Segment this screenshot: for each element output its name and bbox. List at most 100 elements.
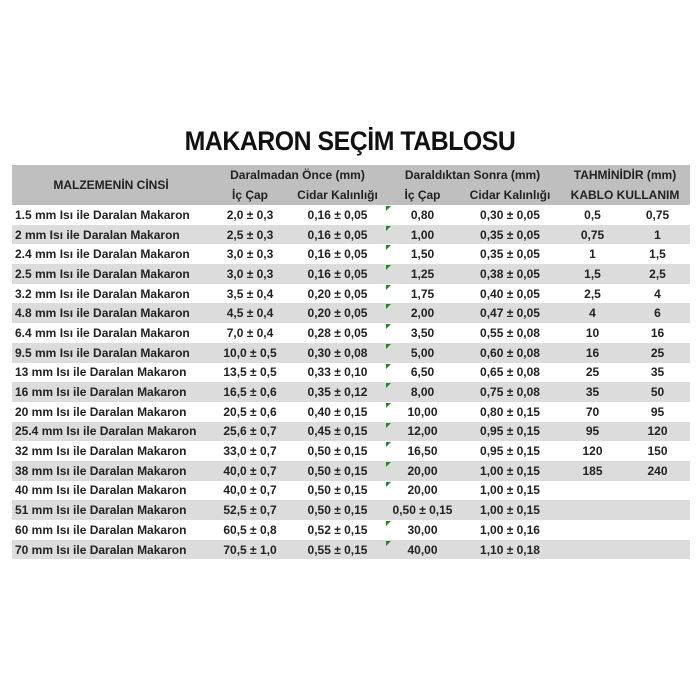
cell-text: 0,95 ± 0,15 [480,424,540,439]
comment-indicator-icon [386,422,391,428]
cell-text: 4 [589,306,596,321]
comment-indicator-icon [386,383,391,389]
material-name: 2.5 mm Isı ile Daralan Makaron [12,264,210,284]
inner-diameter-after: 6,50 [385,363,460,383]
cell-text: 0,20 ± 0,05 [307,286,368,301]
cell-text: 0,60 ± 0,08 [480,345,540,360]
cell-text: 0,75 ± 0,08 [480,385,540,400]
inner-diameter-before: 3,5 ± 0,4 [210,284,290,304]
comment-indicator-icon [386,521,391,526]
cable-max: 16 [625,323,690,343]
inner-diameter-after: 1,00 [385,224,460,245]
material-name: 6.4 mm Isı ile Daralan Makaron [12,323,210,343]
cell-text: 20,5 ± 0,6 [223,404,277,419]
material-name: 3.2 mm Isı ile Daralan Makaron [12,284,210,304]
wall-after: 0,35 ± 0,05 [460,224,560,245]
cell-text: 1,25 [410,266,435,281]
cell-text: 33,0 ± 0,7 [223,444,277,459]
cell-text: 3,50 [410,325,435,340]
inner-diameter-before: 2,5 ± 0,3 [210,224,290,245]
inner-diameter-after: 1,75 [385,284,460,304]
cable-min: 4 [560,303,625,324]
cell-text: 38 mm Isı ile Daralan Makaron [15,463,187,478]
cell-text: 0,33 ± 0,10 [307,365,368,380]
cable-max: 35 [625,363,690,383]
wall-before: 0,16 ± 0,05 [290,205,385,225]
cell-text: 20,00 [407,483,438,498]
cell-text: 1.5 mm Isı ile Daralan Makaron [15,207,190,222]
cell-text: 50 [650,385,665,400]
cell-text: 25 [585,365,600,380]
inner-diameter-after: 8,00 [385,382,460,402]
cell-text: 5,00 [410,345,435,360]
cable-max: 25 [625,342,690,363]
table-row: 2.4 mm Isı ile Daralan Makaron 3,0 ± 0,3 0… [12,244,690,264]
cell-text: 120 [582,444,603,459]
cable-min: 2,5 [560,284,625,304]
cell-text: 7,0 ± 0,4 [226,325,274,340]
cell-text: 3,0 ± 0,3 [226,247,274,262]
comment-indicator-icon [386,461,391,467]
inner-diameter-after: 1,50 [385,244,460,264]
cell-text: 0,50 ± 0,15 [392,503,453,518]
cell-text: 6.4 mm Isı ile Daralan Makaron [15,325,190,340]
inner-diameter-before: 16,5 ± 0,6 [210,382,290,402]
inner-diameter-after: 0,80 [385,205,460,225]
wall-before: 0,55 ± 0,15 [290,539,385,560]
table-row: 32 mm Isı ile Daralan Makaron 33,0 ± 0,7 0… [12,441,690,461]
comment-indicator-icon [386,265,391,271]
cell-text: 0,75 [580,227,605,242]
table-row: 38 mm Isı ile Daralan Makaron 40,0 ± 0,7 0… [12,460,690,481]
cell-text: 0,16 ± 0,05 [307,207,368,222]
wall-before: 0,16 ± 0,05 [290,244,385,264]
selection-table: MALZEMENİN CİNSİ Daralmadan Önce (mm) Da… [12,165,690,560]
comment-indicator-icon [386,324,391,330]
table-row: 13 mm Isı ile Daralan Makaron 13,5 ± 0,5 0… [12,363,690,383]
cable-max: 1 [625,224,690,245]
cell-text: 8,00 [410,385,435,400]
cell-text: 2,0 ± 0,3 [226,207,274,222]
material-name: 13 mm Isı ile Daralan Makaron [12,363,210,383]
cell-text: 40,0 ± 0,7 [223,483,277,498]
material-name: 70 mm Isı ile Daralan Makaron [12,539,210,560]
inner-diameter-before: 2,0 ± 0,3 [210,205,290,225]
table-row: 16 mm Isı ile Daralan Makaron 16,5 ± 0,6 0… [12,382,690,402]
wall-after: 0,35 ± 0,05 [460,244,560,264]
cable-min: 0,75 [560,224,625,245]
cell-text: 0,65 ± 0,08 [480,365,540,380]
comment-indicator-icon [386,225,391,231]
cell-text: 185 [582,463,603,478]
cable-min: 35 [560,382,625,402]
material-name: 16 mm Isı ile Daralan Makaron [12,382,210,402]
inner-diameter-after: 5,00 [385,342,460,363]
cell-text: 0,16 ± 0,05 [307,247,368,262]
cell-text: 1,00 ± 0,16 [480,522,540,537]
header-after: Daraldıktan Sonra (mm) [385,165,560,185]
material-name: 40 mm Isı ile Daralan Makaron [12,481,210,501]
inner-diameter-before: 52,5 ± 0,7 [210,500,290,520]
inner-diameter-before: 3,0 ± 0,3 [210,264,290,284]
cell-text: 1,00 [410,227,435,242]
cable-max [625,500,690,520]
header-cidar-after: Cidar Kalınlığı [460,185,560,205]
cell-text: 30,00 [407,522,438,537]
comment-indicator-icon [386,442,391,448]
comment-indicator-icon [386,284,391,290]
cell-text: 70 [585,404,600,419]
cell-text: 0,55 ± 0,08 [480,325,540,340]
cable-max [625,539,690,560]
material-name: 51 mm Isı ile Daralan Makaron [12,500,210,520]
wall-before: 0,52 ± 0,15 [290,520,385,540]
cell-text: 0,5 [584,207,601,222]
wall-before: 0,30 ± 0,08 [290,342,385,363]
cell-text: 0,16 ± 0,05 [307,266,368,281]
header-before: Daralmadan Önce (mm) [210,165,385,185]
cell-text: 1,5 [649,247,666,262]
cell-text: 0,20 ± 0,05 [307,306,368,321]
inner-diameter-before: 40,0 ± 0,7 [210,481,290,501]
table-row: 25.4 mm Isı ile Daralan Makaron 25,6 ± 0,… [12,421,690,442]
inner-diameter-before: 20,5 ± 0,6 [210,402,290,422]
comment-indicator-icon [386,206,391,211]
wall-after: 0,75 ± 0,08 [460,382,560,402]
cell-text: 16 [650,325,665,340]
